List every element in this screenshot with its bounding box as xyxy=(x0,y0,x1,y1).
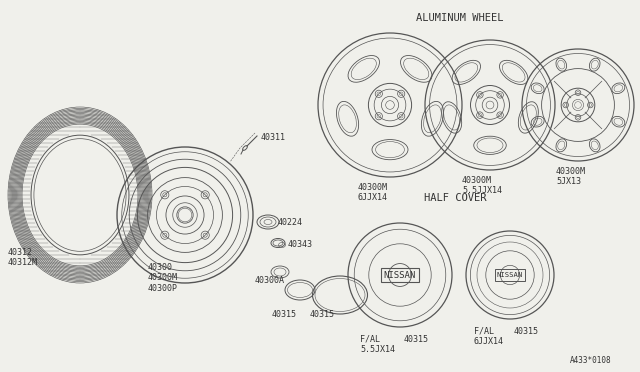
Text: 40300A: 40300A xyxy=(255,276,285,285)
Text: A433*0108: A433*0108 xyxy=(570,356,612,365)
Text: 40300
40300M
40300P: 40300 40300M 40300P xyxy=(148,263,178,293)
Text: 40300M
5.5JJX14: 40300M 5.5JJX14 xyxy=(462,176,502,195)
Text: 40311: 40311 xyxy=(261,133,286,142)
Text: ALUMINUM WHEEL: ALUMINUM WHEEL xyxy=(416,13,504,23)
Text: 40312
40312M: 40312 40312M xyxy=(8,248,38,267)
Text: 40300M
5JX13: 40300M 5JX13 xyxy=(556,167,586,186)
Text: 40300M
6JJX14: 40300M 6JJX14 xyxy=(358,183,388,202)
Text: F/AL
5.5JX14: F/AL 5.5JX14 xyxy=(360,335,395,355)
Text: 40315: 40315 xyxy=(514,327,539,336)
Text: 40315: 40315 xyxy=(272,310,297,319)
Text: F/AL
6JJX14: F/AL 6JJX14 xyxy=(474,327,504,346)
Text: 40315: 40315 xyxy=(404,335,429,344)
Text: 40224: 40224 xyxy=(278,218,303,227)
Text: NISSAN: NISSAN xyxy=(497,272,523,278)
Text: 40343: 40343 xyxy=(288,240,313,249)
Text: HALF COVER: HALF COVER xyxy=(424,193,486,203)
Text: 40315: 40315 xyxy=(310,310,335,319)
Text: NISSAN: NISSAN xyxy=(384,270,416,279)
